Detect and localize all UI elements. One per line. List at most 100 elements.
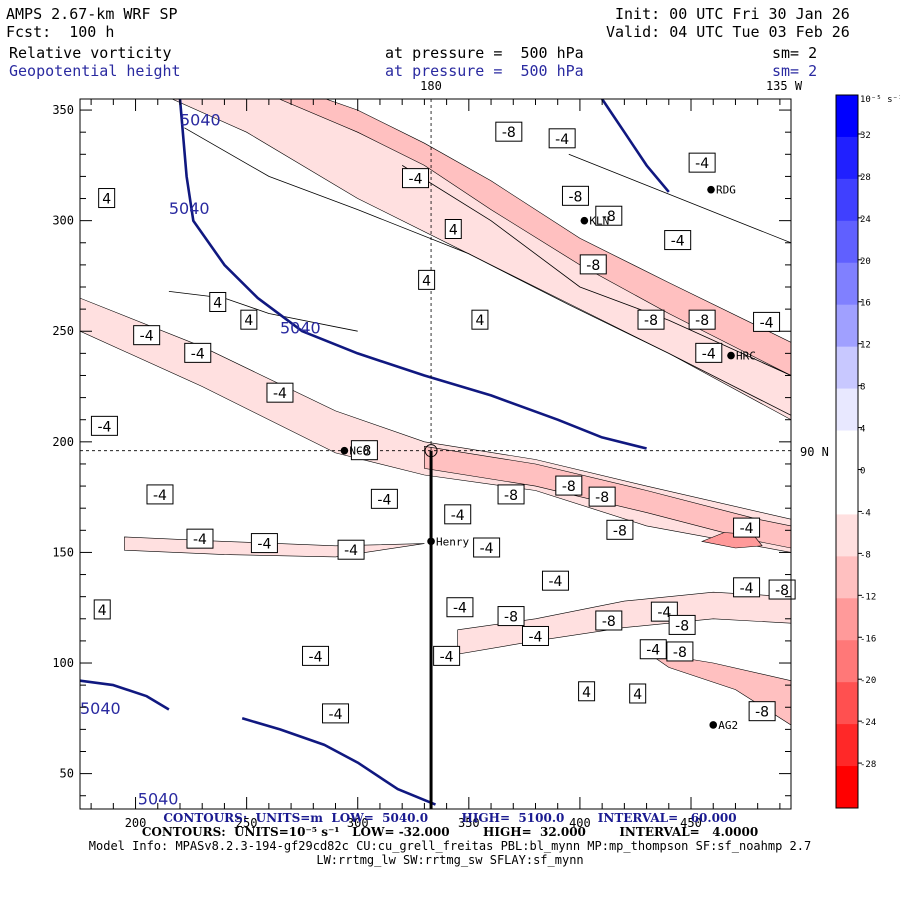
station-marker [580,216,589,225]
vorticity-label-box [495,121,523,142]
vorticity-shade-neg8 [646,651,791,726]
colorbar-segment [836,598,858,641]
height-contour-line [601,99,670,193]
colorbar-frame [835,94,859,809]
vorticity-label-box [250,533,278,554]
footer-vorticity-contours: CONTOURS: UNITS=10⁻⁵ s⁻¹ LOW= -32.000 HI… [141,825,759,839]
height-contour-label: 5040 [80,699,121,718]
vorticity-label: 4 [102,192,111,208]
vorticity-label: -8 [568,189,582,205]
y-tick-label: 150 [52,545,74,559]
vorticity-label-box [688,309,716,330]
vorticity-label-box [322,703,350,724]
vorticity-label-box [664,230,692,251]
vorticity-label: -4 [257,537,271,553]
vorticity-label-box [733,577,761,598]
footer-model-info: Model Info: MPASv8.2.3-194-gf29cd82c CU:… [88,839,812,853]
height-contour-line [241,717,436,806]
height-contour-line [178,99,647,450]
vorticity-label: -4 [702,346,716,362]
vorticity-label: -4 [329,707,343,723]
colorbar-tick-label: 8 [860,383,865,393]
colorbar-tick-label: -20 [860,676,876,686]
x-tick-label: 350 [458,816,480,830]
field2-level: at pressure = 500 hPa [385,62,584,80]
colorbar-segment [836,514,858,557]
vorticity-label-box [637,309,665,330]
colorbar-tick-label: -16 [860,634,876,644]
vorticity-shade-neg4 [171,99,791,421]
vorticity-label: -4 [193,532,207,548]
y-tick-label: 200 [52,435,74,449]
footer-height-contours: CONTOURS: UNITS=m LOW= 5040.0 HIGH= 5100… [163,811,737,825]
vorticity-label-box [473,537,501,558]
station-label: AG2 [718,719,738,732]
vorticity-label: -4 [140,329,154,345]
init-time: Init: 00 UTC Fri 30 Jan 26 [615,5,850,23]
vorticity-label: -8 [602,209,616,225]
station-label: KLN [589,215,609,228]
vorticity-label-box [266,382,294,403]
vorticity-label-box [595,610,623,631]
height-contour-label: 5040 [138,790,179,809]
vorticity-label: -4 [453,601,467,617]
station-marker [709,721,718,729]
colorbar-tick-label: 12 [860,341,871,351]
y-tick-label: 350 [52,103,74,117]
vorticity-label: -4 [760,315,774,331]
colorbar-segment [836,262,858,306]
y-tick-label: 250 [52,324,74,338]
vorticity-label-box [748,701,776,722]
colorbar-segment [836,682,858,725]
vorticity-label: -4 [480,541,494,557]
vorticity-label: -4 [451,508,465,524]
colorbar-tick-label: 32 [860,131,871,141]
vorticity-label-box [606,519,634,540]
colorbar-segment [836,304,858,348]
colorbar-tick-label: -4 [860,508,871,518]
vorticity-label-box [629,683,647,704]
station-marker [427,537,435,546]
vorticity-label: -4 [191,346,205,362]
vorticity-label: 4 [244,313,253,329]
vorticity-label: -8 [562,479,576,495]
vorticity-label-box [471,309,489,330]
colorbar-segment [836,724,858,767]
colorbar-segment [836,388,858,432]
vorticity-label-box [639,639,667,660]
vorticity-label: 4 [449,222,458,238]
height-contour-line [80,679,170,711]
colorbar-segment [836,766,858,809]
x-tick-label: 200 [125,816,147,830]
vorticity-label-box [186,528,214,549]
vorticity-label-box [402,168,430,189]
vorticity-label: -4 [646,643,660,659]
station-marker [707,185,715,194]
colorbar-segment [836,95,858,138]
vorticity-shade-neg8 [278,99,791,376]
colorbar-segment [836,220,858,264]
vorticity-label-box [579,254,607,275]
vorticity-label-box [98,188,116,209]
valid-time: Valid: 04 UTC Tue 03 Feb 26 [606,23,850,41]
vorticity-label-box [668,614,696,635]
vorticity-label: 4 [582,685,591,701]
field1-name: Relative vorticity [9,44,172,62]
vorticity-label-box [595,205,623,226]
vorticity-label-box [133,325,161,346]
vorticity-label: -8 [673,645,687,661]
vorticity-label: -8 [644,313,658,329]
y-tick-label: 50 [60,767,74,781]
vorticity-label: -8 [695,313,709,329]
vorticity-label-box [209,291,227,312]
vorticity-label: -4 [671,234,685,250]
vorticity-label: -4 [657,605,671,621]
colorbar-segment [836,640,858,683]
vorticity-label: -4 [555,132,569,148]
vorticity-label: -8 [602,614,616,630]
vorticity-label-box [666,641,694,662]
vorticity-label-box [370,488,398,509]
plot-frame [79,98,792,810]
vorticity-label-box [444,218,462,239]
